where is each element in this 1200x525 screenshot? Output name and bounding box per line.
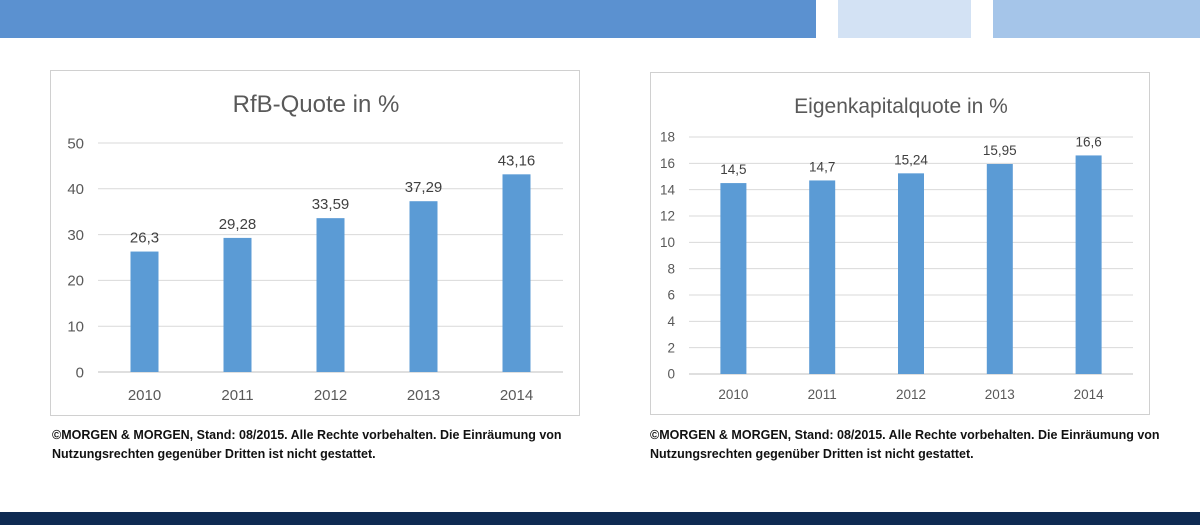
caption-line-1: ©MORGEN & MORGEN, Stand: 08/2015. Alle R… xyxy=(650,428,1160,442)
footer-band xyxy=(0,512,1200,525)
eigenkapitalquote-chart: Eigenkapitalquote in % 0 2 4 6 8 10 12 14 16 18 14,… xyxy=(650,72,1150,415)
x-tick-label: 2010 xyxy=(128,387,161,404)
x-tick-label: 2011 xyxy=(808,387,837,402)
header-band-medium xyxy=(993,0,1200,38)
caption-line-1: ©MORGEN & MORGEN, Stand: 08/2015. Alle R… xyxy=(52,428,562,442)
y-tick-label: 4 xyxy=(667,314,675,329)
y-tick-label: 0 xyxy=(667,367,675,382)
bar xyxy=(1075,155,1102,374)
y-tick-label: 50 xyxy=(67,135,84,152)
header-band-dark xyxy=(0,0,816,38)
x-tick-label: 2014 xyxy=(500,387,533,404)
caption-line-2: Nutzungsrechten gegenüber Dritten ist ni… xyxy=(650,447,974,461)
y-tick-label: 12 xyxy=(660,209,675,224)
bar xyxy=(316,218,345,372)
chart-title: RfB-Quote in % xyxy=(233,91,400,118)
data-label: 16,6 xyxy=(1075,134,1101,149)
chart-title: Eigenkapitalquote in % xyxy=(794,95,1008,118)
y-tick-label: 30 xyxy=(67,227,84,244)
y-tick-label: 8 xyxy=(667,261,675,276)
caption-line-2: Nutzungsrechten gegenüber Dritten ist ni… xyxy=(52,447,376,461)
header-band-light xyxy=(838,0,971,38)
bar xyxy=(720,183,747,374)
bar xyxy=(809,180,836,374)
eigenkapitalquote-caption: ©MORGEN & MORGEN, Stand: 08/2015. Alle R… xyxy=(650,426,1160,464)
data-label: 26,3 xyxy=(130,230,159,247)
data-label: 15,24 xyxy=(894,152,928,167)
x-tick-label: 2013 xyxy=(985,387,1015,402)
data-label: 29,28 xyxy=(219,216,257,233)
data-label: 43,16 xyxy=(498,152,536,169)
y-tick-label: 10 xyxy=(660,235,675,250)
x-tick-label: 2012 xyxy=(896,387,926,402)
bar xyxy=(130,251,159,372)
bar xyxy=(409,201,438,372)
x-tick-label: 2013 xyxy=(407,387,440,404)
y-tick-label: 2 xyxy=(667,340,675,355)
eigenkapitalquote-chart-svg: Eigenkapitalquote in % 0 2 4 6 8 10 12 14 16 18 14,… xyxy=(660,95,1133,402)
y-tick-label: 6 xyxy=(667,288,675,303)
x-tick-label: 2012 xyxy=(314,387,347,404)
y-tick-label: 40 xyxy=(67,181,84,198)
y-tick-label: 0 xyxy=(76,364,84,381)
bar xyxy=(502,174,531,372)
rfb-quote-caption: ©MORGEN & MORGEN, Stand: 08/2015. Alle R… xyxy=(52,426,562,464)
x-tick-label: 2014 xyxy=(1074,387,1105,402)
bar xyxy=(986,163,1013,374)
y-tick-label: 14 xyxy=(660,182,676,197)
y-tick-label: 10 xyxy=(67,318,84,335)
rfb-quote-chart: RfB-Quote in % 0 10 20 30 40 50 26,3 2010 29,28 20… xyxy=(50,70,580,416)
data-label: 33,59 xyxy=(312,196,350,213)
x-tick-label: 2010 xyxy=(718,387,748,402)
bar xyxy=(223,237,252,372)
y-tick-label: 20 xyxy=(67,273,84,290)
y-tick-label: 16 xyxy=(660,156,675,171)
data-label: 37,29 xyxy=(405,179,443,196)
x-tick-label: 2011 xyxy=(221,387,253,404)
data-label: 14,7 xyxy=(809,159,835,174)
data-label: 15,95 xyxy=(983,143,1017,158)
bar xyxy=(898,173,924,374)
rfb-quote-chart-svg: RfB-Quote in % 0 10 20 30 40 50 26,3 2010 29,28 20… xyxy=(67,91,563,404)
data-label: 14,5 xyxy=(720,162,746,177)
y-tick-label: 18 xyxy=(660,130,675,145)
